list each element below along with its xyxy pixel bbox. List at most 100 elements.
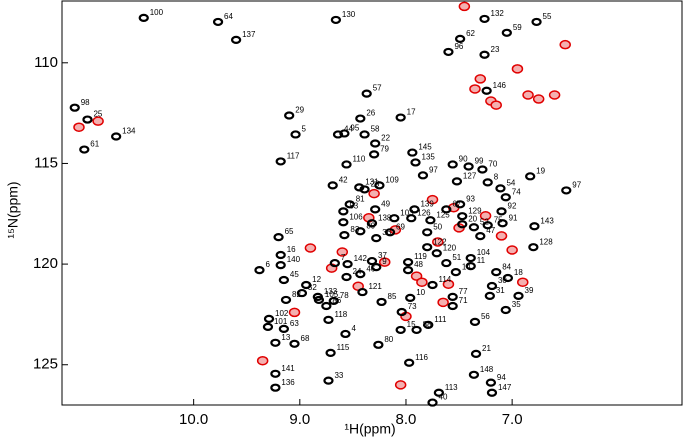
- black-peak: [405, 293, 416, 303]
- red-peak: [532, 94, 545, 104]
- peak-label: 97: [572, 181, 581, 190]
- black-peak: [406, 214, 417, 223]
- black-peak: [402, 257, 414, 267]
- black-peak: [231, 35, 242, 44]
- red-peak: [378, 257, 391, 267]
- black-peak: [270, 369, 281, 378]
- peak-label: 9: [382, 257, 387, 266]
- black-peak: [455, 200, 466, 209]
- black-peak: [370, 205, 381, 214]
- black-peak: [359, 130, 370, 139]
- peak-label: 82: [292, 290, 301, 299]
- red-peak: [506, 245, 518, 255]
- red-peak: [517, 277, 529, 287]
- black-peak: [341, 160, 352, 169]
- plot-frame: [61, 0, 683, 406]
- black-peak: [341, 272, 352, 282]
- black-peak: [366, 256, 378, 266]
- black-peak: [328, 296, 339, 306]
- black-peak: [355, 227, 366, 236]
- black-peak: [338, 207, 349, 216]
- black-peak: [475, 232, 486, 241]
- peak-label: 31: [496, 286, 505, 295]
- black-peak: [395, 325, 406, 335]
- peak-label: 143: [540, 216, 554, 225]
- peak-label: 14: [462, 262, 471, 271]
- peak-label: 120: [443, 243, 457, 252]
- black-peak: [278, 275, 289, 285]
- peak-label: 102: [275, 309, 289, 318]
- black-peak: [270, 338, 281, 347]
- black-peak: [427, 398, 438, 407]
- peak-label: 26: [366, 109, 375, 118]
- peak-label: 35: [512, 300, 521, 309]
- black-peak: [254, 266, 265, 275]
- peak-label: 74: [512, 187, 521, 196]
- peak-label: 18: [514, 268, 523, 277]
- peak-label: 95: [350, 124, 359, 133]
- black-peak: [325, 348, 336, 357]
- peak-label: 64: [224, 12, 233, 21]
- peak-label: 73: [408, 302, 417, 311]
- black-peak: [342, 259, 353, 269]
- peak-label: 30: [498, 276, 507, 285]
- peak-label: 90: [459, 155, 468, 164]
- black-peak: [389, 214, 400, 223]
- black-peak: [486, 388, 498, 397]
- black-peak: [79, 145, 90, 154]
- black-peak: [525, 172, 536, 181]
- black-peak: [477, 165, 488, 174]
- black-peak: [301, 280, 312, 290]
- black-peak: [479, 14, 490, 24]
- peak-label: 138: [378, 213, 392, 222]
- red-peak: [426, 194, 439, 205]
- peak-label: 89: [366, 221, 375, 230]
- black-peak: [431, 249, 442, 258]
- x-axis-label: ¹H(ppm): [344, 421, 395, 437]
- peak-label: 63: [290, 319, 299, 328]
- peak-label: 130: [342, 10, 356, 19]
- peak-label: 6: [265, 260, 270, 269]
- peak-label: 15: [407, 320, 416, 329]
- peak-label: 116: [415, 353, 428, 362]
- peak-label: 101: [274, 317, 288, 326]
- peak-label: 23: [491, 45, 500, 54]
- black-peak: [374, 181, 385, 190]
- black-peak: [427, 280, 438, 290]
- black-peak: [457, 212, 468, 221]
- black-peak: [463, 162, 474, 171]
- peak-label: 19: [536, 166, 545, 175]
- peak-label: 52: [480, 217, 489, 226]
- x-tick-label: 7.0: [502, 411, 523, 428]
- peak-label: 56: [481, 312, 490, 321]
- black-peak: [501, 28, 512, 37]
- black-peak: [289, 339, 300, 348]
- peak-label: 32: [308, 283, 317, 292]
- black-peak: [296, 288, 308, 298]
- red-peak: [490, 100, 502, 110]
- peak-label: 48: [414, 260, 423, 269]
- peak-label: 80: [384, 335, 393, 344]
- black-peak: [528, 243, 539, 252]
- black-peak: [284, 111, 295, 120]
- peak-label: 81: [356, 194, 365, 203]
- peak-label: 57: [373, 84, 382, 93]
- black-peak: [468, 223, 480, 232]
- black-peak: [485, 378, 497, 387]
- peak-label: 105: [325, 290, 339, 299]
- peak-label: 141: [281, 364, 295, 373]
- black-peak: [450, 268, 461, 277]
- black-peak: [423, 320, 434, 329]
- black-peak: [280, 295, 292, 305]
- peak-label: 55: [543, 12, 552, 21]
- black-peak: [409, 205, 420, 214]
- red-peak: [548, 90, 561, 100]
- peak-label: 128: [539, 237, 553, 246]
- black-peak: [111, 132, 122, 141]
- black-peak: [395, 113, 406, 122]
- y-axis-label: ¹⁵N(ppm): [5, 181, 21, 238]
- peak-label: 126: [417, 208, 431, 217]
- peak-label: 75: [494, 215, 503, 224]
- peak-label: 16: [287, 245, 296, 254]
- black-peak: [361, 89, 372, 98]
